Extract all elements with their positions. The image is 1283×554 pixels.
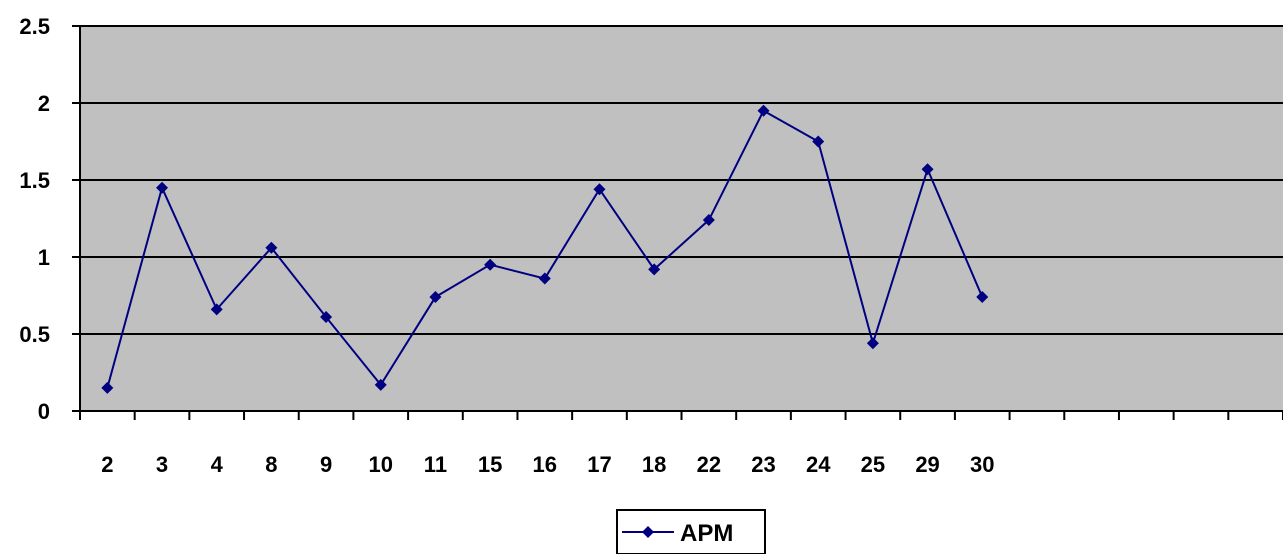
data-point: [374, 378, 387, 391]
data-point: [866, 337, 879, 350]
x-tick-label: 3: [156, 452, 168, 477]
x-tick-label: 16: [533, 452, 557, 477]
data-point: [210, 303, 223, 316]
x-tick-label: 24: [806, 452, 831, 477]
data-point: [648, 263, 661, 276]
data-point: [593, 183, 606, 196]
y-tick-label: 1.5: [19, 168, 50, 193]
y-tick-label: 0: [38, 399, 50, 424]
series-group: [101, 104, 989, 394]
x-axis: 2 3 4 8 9 10 11 15 16 17 18 22 23 24 25 29 30: [79, 410, 1283, 477]
data-point: [484, 258, 497, 271]
data-point: [921, 163, 934, 176]
data-point: [265, 241, 278, 254]
x-tick-label: 9: [320, 452, 332, 477]
legend: APM: [616, 509, 766, 554]
x-tick-label: 15: [478, 452, 502, 477]
y-tick-label: 1: [38, 245, 50, 270]
x-tick-label: 18: [642, 452, 666, 477]
x-tick-label: 30: [970, 452, 994, 477]
x-tick-label: 23: [751, 452, 775, 477]
x-tick-label: 2: [101, 452, 113, 477]
data-point: [320, 311, 333, 324]
x-tick-label: 4: [211, 452, 224, 477]
x-tick-label: 17: [587, 452, 611, 477]
data-point: [757, 104, 770, 117]
gridlines: [80, 25, 1283, 335]
legend-marker: [642, 526, 654, 538]
x-tick-label: 8: [265, 452, 277, 477]
x-tick-label: 25: [861, 452, 885, 477]
y-tick-label: 0.5: [19, 322, 50, 347]
y-axis: 0 0.5 1 1.5 2 2.5: [19, 14, 81, 424]
legend-label-apm: APM: [680, 520, 733, 547]
y-tick-label: 2: [38, 91, 50, 116]
x-tick-label: 11: [424, 452, 447, 477]
y-tick-label: 2.5: [19, 14, 50, 39]
data-point: [429, 291, 442, 304]
data-point: [812, 135, 825, 148]
x-tick-label: 10: [369, 452, 393, 477]
x-tick-label: 22: [697, 452, 721, 477]
data-point: [156, 181, 169, 194]
data-point: [101, 381, 114, 394]
data-point: [976, 291, 989, 304]
plot-area: [80, 26, 1283, 411]
x-tick-label: 29: [915, 452, 939, 477]
data-point: [538, 272, 551, 285]
data-point: [702, 214, 715, 227]
